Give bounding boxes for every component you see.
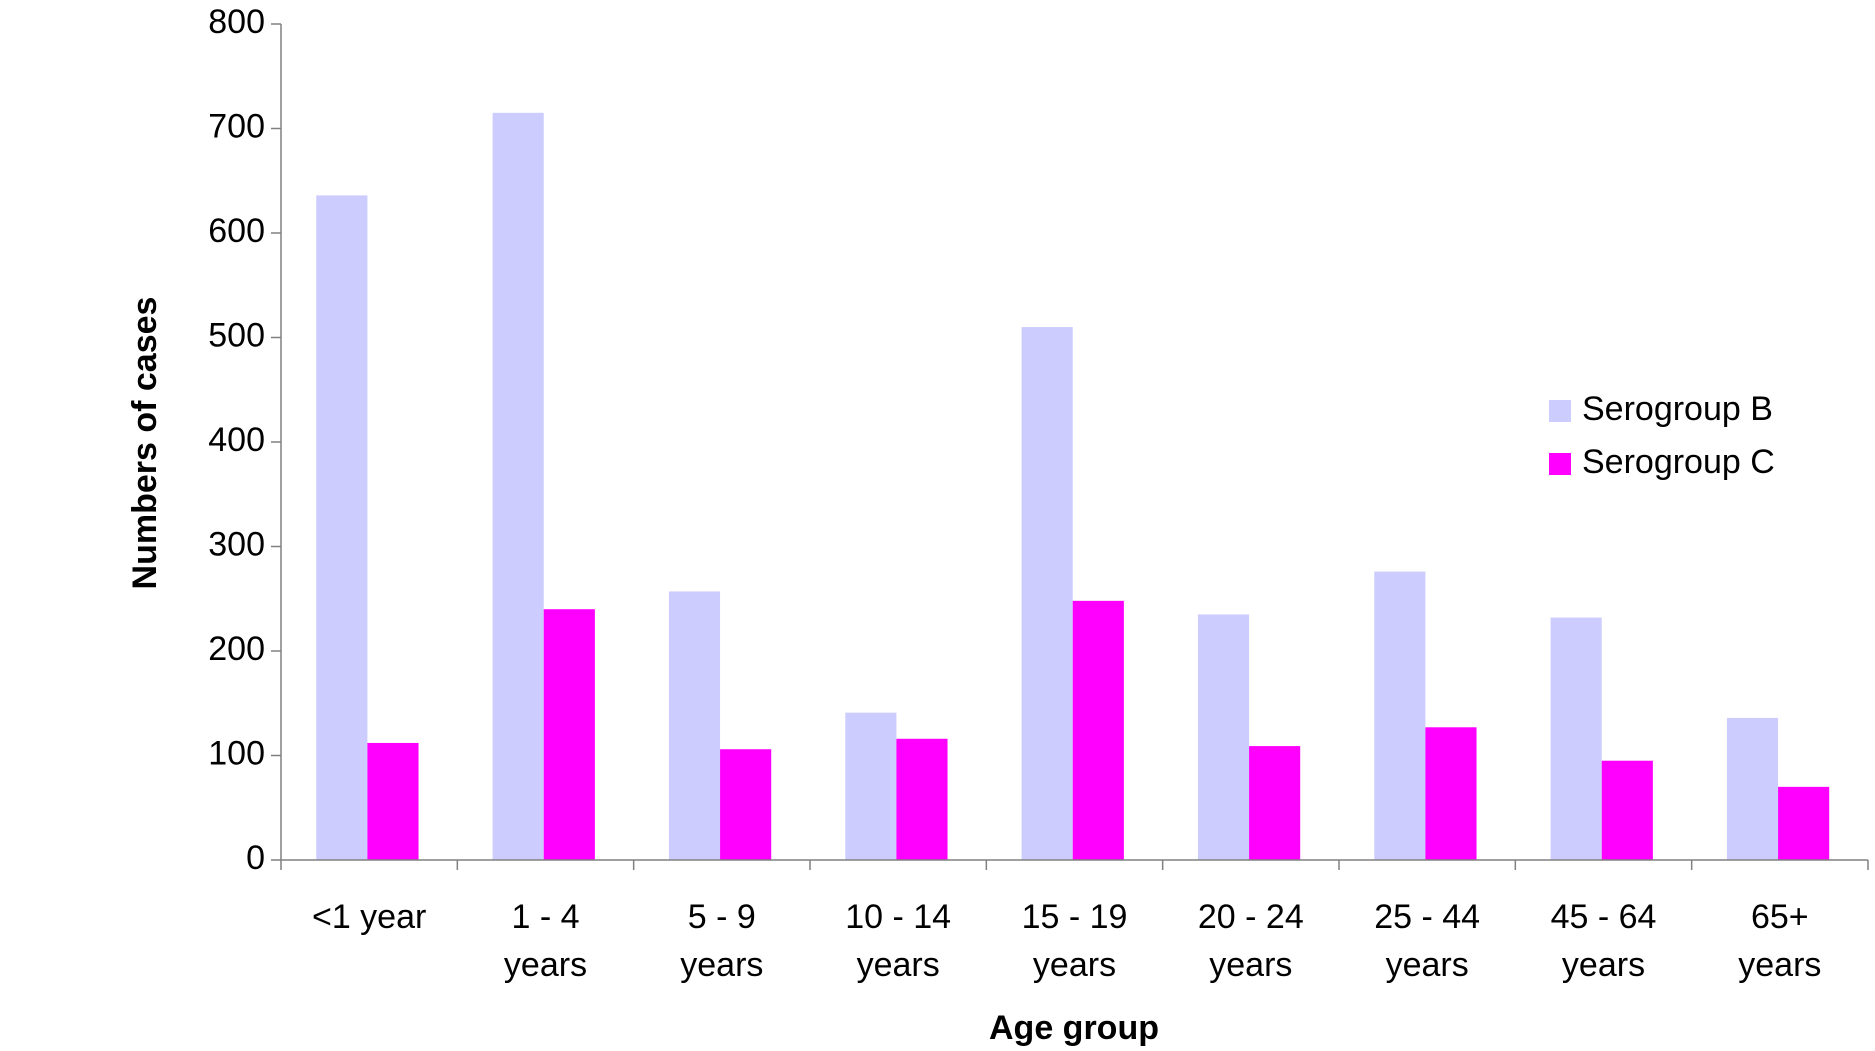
y-tick-label: 600 <box>208 212 265 250</box>
bar <box>1197 614 1250 860</box>
bar <box>1021 327 1073 860</box>
y-tick-label: 200 <box>208 630 265 668</box>
x-tick-label: 65+ years <box>1738 898 1822 984</box>
x-tick-label: 45 - 64 years <box>1550 898 1657 984</box>
y-tick-label: 500 <box>208 316 265 354</box>
x-tick-label: 25 - 44 years <box>1374 898 1481 984</box>
bar <box>316 195 368 860</box>
y-tick-label: 800 <box>208 3 265 41</box>
legend-swatch <box>1549 453 1571 475</box>
bar <box>896 738 948 860</box>
x-tick-label: 15 - 19 years <box>1021 898 1128 984</box>
x-tick-label: 5 - 9 years <box>680 898 764 984</box>
bar <box>720 749 772 860</box>
bar <box>1072 600 1124 860</box>
bar <box>543 609 595 860</box>
x-axis-title: Age group <box>989 1009 1159 1047</box>
legend-label: Serogroup C <box>1582 443 1775 481</box>
legend-label: Serogroup B <box>1582 390 1773 428</box>
bar <box>1726 717 1779 860</box>
y-tick-label: 400 <box>208 421 265 459</box>
x-tick-label: 10 - 14 years <box>845 898 952 984</box>
legend-swatch <box>1549 400 1571 422</box>
bar <box>1778 786 1830 860</box>
bar <box>1601 760 1653 860</box>
bar <box>1550 617 1602 860</box>
bar <box>1374 571 1426 860</box>
y-tick-label: 0 <box>246 839 265 877</box>
bar <box>367 742 419 860</box>
y-axis-title: Numbers of cases <box>126 297 164 590</box>
bar <box>1425 727 1477 860</box>
x-tick-label: 20 - 24 years <box>1197 898 1304 984</box>
y-tick-label: 300 <box>208 525 265 563</box>
x-tick-label: <1 year <box>311 898 427 936</box>
x-tick-label: 1 - 4 years <box>503 898 588 984</box>
bar <box>1249 746 1301 860</box>
y-tick-label: 700 <box>208 107 265 145</box>
bar <box>668 591 721 860</box>
bar <box>845 712 897 860</box>
y-tick-label: 100 <box>208 734 265 772</box>
bar <box>492 112 544 860</box>
